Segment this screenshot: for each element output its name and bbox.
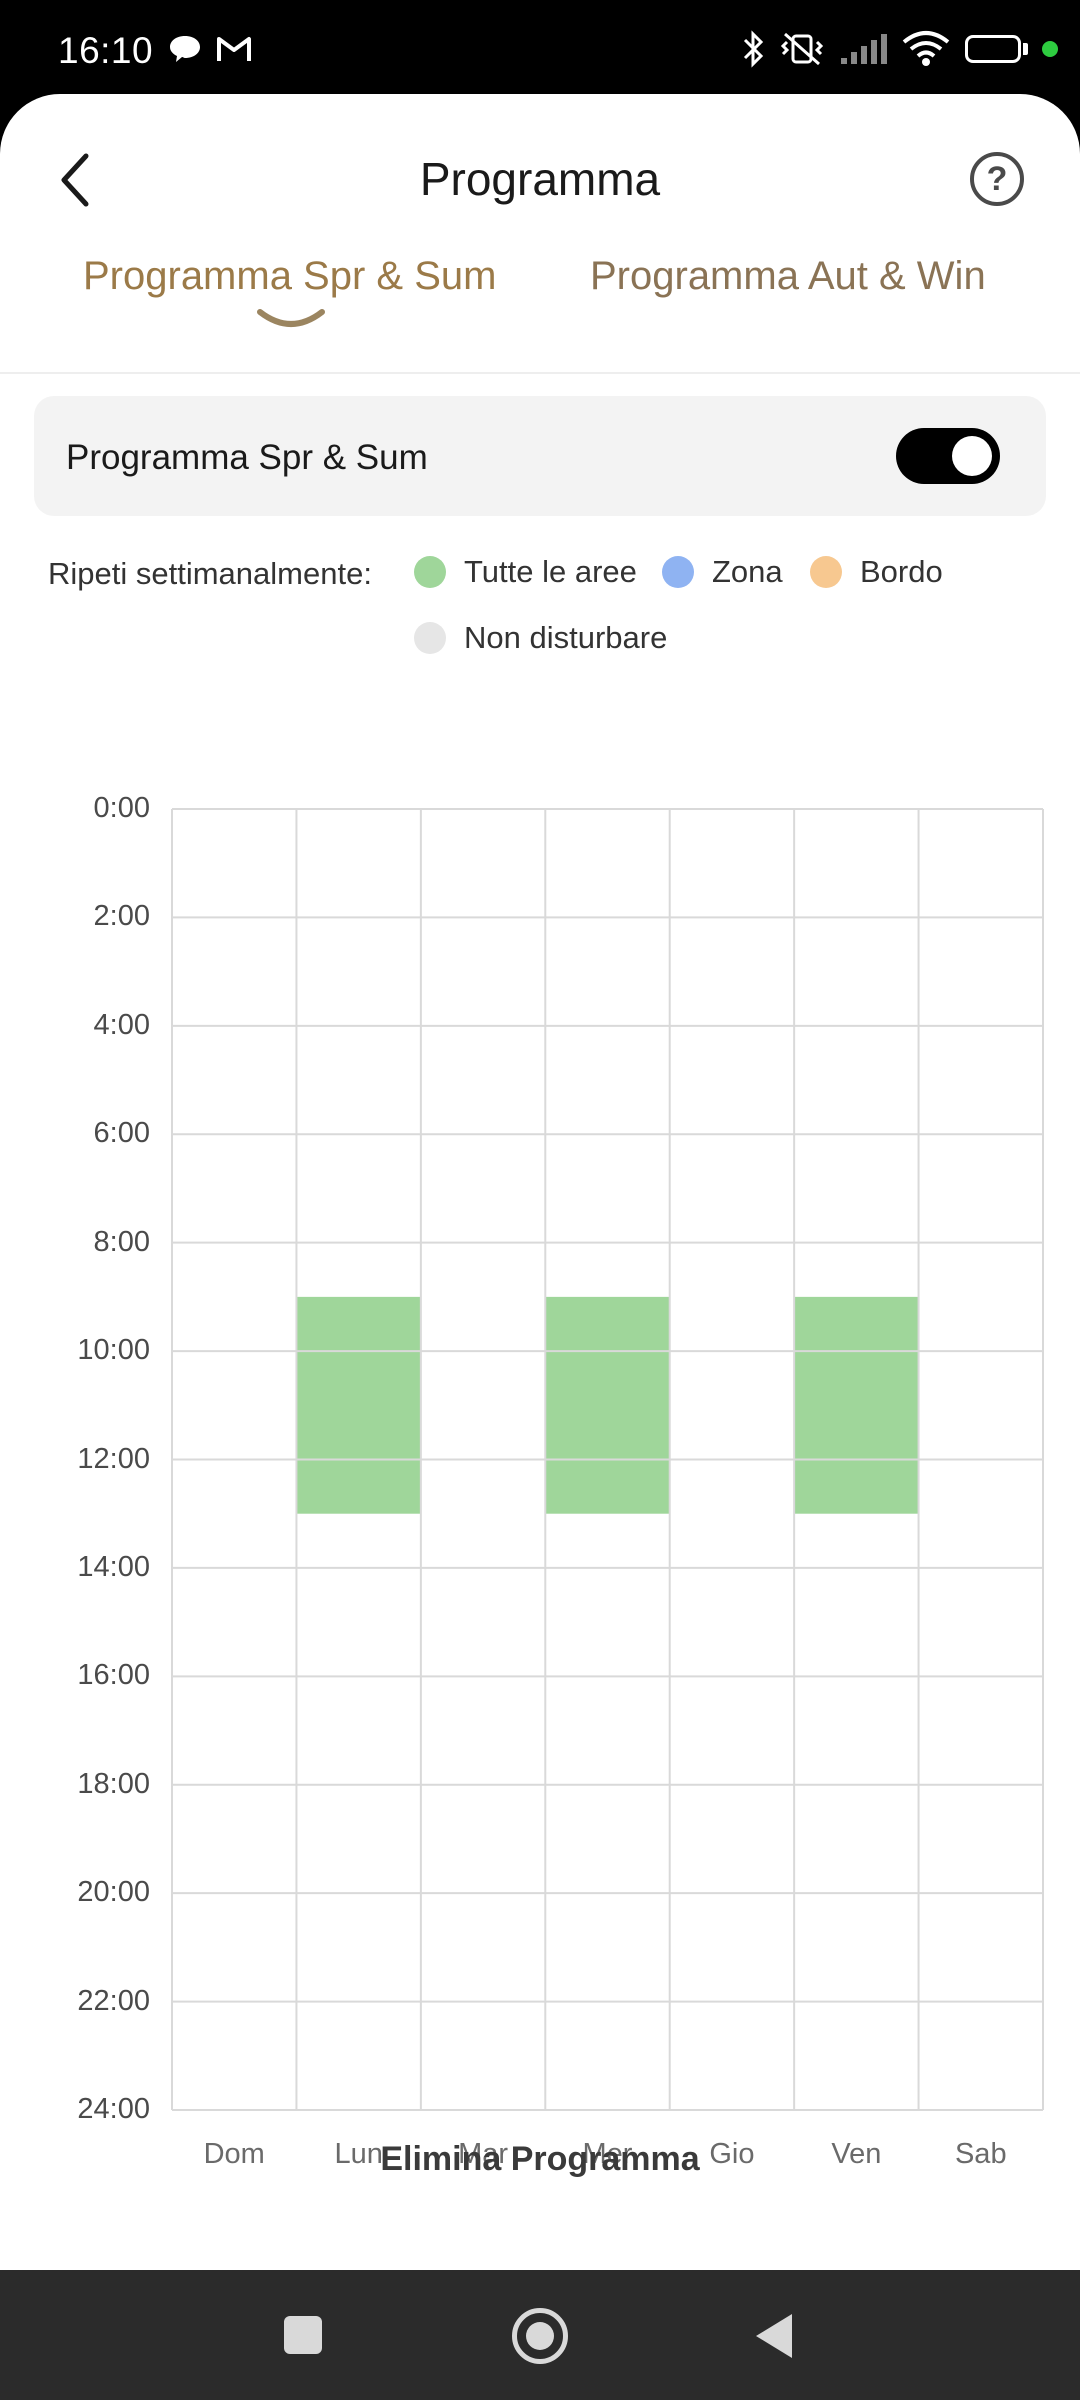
hour-label: 4:00: [93, 1008, 150, 1041]
day-label-mar: Mar: [458, 2138, 509, 2170]
legend-dot-do-not-disturb: [414, 622, 446, 654]
schedule-block-ven[interactable]: [794, 1296, 919, 1514]
status-notification-icons: [168, 34, 252, 64]
battery-body: 57: [965, 35, 1021, 63]
tab-spr-sum[interactable]: Programma Spr & Sum: [83, 254, 497, 298]
legend-item-all-areas: Tutte le aree: [414, 554, 637, 590]
legend-dot-all-areas: [414, 556, 446, 588]
legend-label-all-areas: Tutte le aree: [464, 554, 637, 589]
home-inner-dot: [526, 2322, 554, 2350]
active-dot-icon: [1042, 41, 1058, 57]
help-icon: ?: [986, 159, 1008, 198]
repeat-weekly-label: Ripeti settimanalmente:: [48, 556, 372, 591]
status-bar: 16:10: [0, 0, 1080, 96]
delete-schedule-button[interactable]: Elimina Programma: [380, 2140, 700, 2178]
status-system-icons: 57: [741, 30, 1058, 68]
signal-icon: [841, 34, 887, 64]
legend-label-edge: Bordo: [860, 554, 943, 589]
status-time: 16:10: [58, 30, 154, 71]
chat-bubble-icon: [170, 36, 200, 62]
schedule-toggle-label: Programma Spr & Sum: [66, 438, 428, 477]
wifi-icon: [902, 31, 950, 66]
tab-active-indicator: [257, 309, 325, 327]
hour-label: 0:00: [93, 792, 150, 824]
help-button[interactable]: ?: [970, 152, 1024, 206]
schedule-toggle-card: Programma Spr & Sum: [34, 396, 1046, 516]
app-sheet: Programma ? Programma Spr & Sum Programm…: [0, 94, 1080, 2270]
legend-label-zone: Zona: [712, 554, 783, 589]
day-label-lun: Lun: [334, 2138, 383, 2170]
weekly-schedule-chart[interactable]: 0:00 2:00 4:00 6:00 8:00 10:00 12:00 14:00 16:00…: [0, 694, 1080, 2214]
header: Programma ?: [0, 94, 1080, 264]
bluetooth-icon: [743, 30, 764, 68]
hour-label: 18:00: [77, 1767, 150, 1800]
tab-aut-win[interactable]: Programma Aut & Win: [590, 254, 986, 298]
legend-label-do-not-disturb: Non disturbare: [464, 620, 668, 655]
gmail-icon: [217, 37, 251, 61]
day-label-ven: Ven: [831, 2138, 882, 2170]
hour-label: 24:00: [77, 2093, 150, 2125]
day-label-gio: Gio: [709, 2138, 755, 2170]
page-title: Programma: [419, 153, 661, 205]
toggle-knob: [952, 436, 992, 476]
hour-label: 12:00: [77, 1442, 150, 1475]
schedule-grid[interactable]: [0, 694, 1080, 2114]
schedule-block-lun[interactable]: [296, 1296, 421, 1514]
hour-label: 20:00: [77, 1876, 150, 1909]
day-label-dom: Dom: [203, 2138, 265, 2170]
day-label-sab: Sab: [954, 2138, 1007, 2170]
schedule-block-mer[interactable]: [545, 1296, 670, 1514]
legend-dot-edge: [810, 556, 842, 588]
hour-label: 14:00: [77, 1550, 150, 1583]
hour-label: 16:00: [77, 1659, 150, 1692]
legend-item-do-not-disturb: Non disturbare: [414, 620, 667, 656]
schedule-toggle[interactable]: [896, 428, 1000, 484]
legend-dot-zone: [662, 556, 694, 588]
back-triangle-icon[interactable]: [756, 2314, 792, 2358]
hour-label: 10:00: [77, 1334, 150, 1367]
legend-item-edge: Bordo: [810, 554, 943, 590]
hour-label: 22:00: [77, 1984, 150, 2017]
legend-item-zone: Zona: [662, 554, 783, 590]
battery-icon: 57: [965, 35, 1028, 63]
battery-level: 57: [981, 37, 1005, 60]
system-nav-bar: [0, 2270, 1080, 2400]
season-tabs: Programma Spr & Sum Programma Aut & Win: [0, 254, 1080, 374]
back-chevron-icon: [61, 153, 89, 207]
vibrate-off-icon: [780, 32, 824, 66]
back-button[interactable]: [54, 150, 114, 220]
recents-square-icon[interactable]: [284, 2316, 322, 2354]
hour-label: 8:00: [93, 1225, 150, 1258]
hour-label: 2:00: [93, 900, 150, 933]
battery-tip: [1023, 43, 1028, 55]
hour-label: 6:00: [93, 1117, 150, 1150]
day-label-mer: Mer: [582, 2138, 633, 2170]
home-circle-icon[interactable]: [512, 2308, 568, 2364]
